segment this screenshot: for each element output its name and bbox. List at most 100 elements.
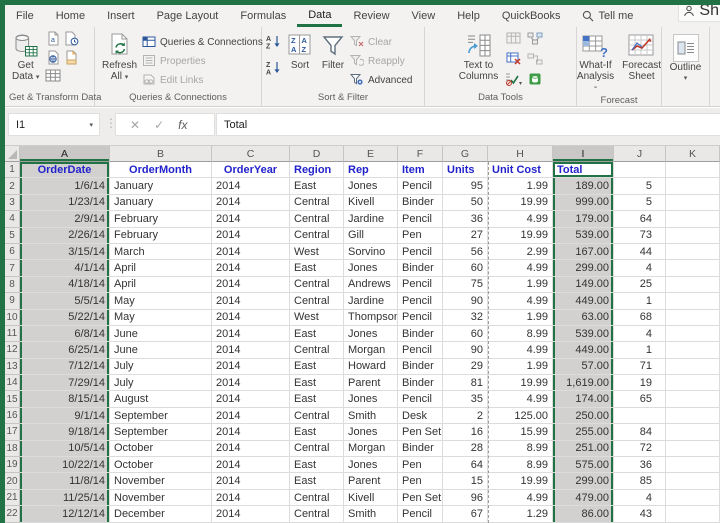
cell-G10[interactable]: 32 [443, 309, 488, 326]
cell-E14[interactable]: Parent [344, 375, 398, 392]
cell-I13[interactable]: 57.00 [553, 358, 614, 376]
cell-J3[interactable]: 5 [614, 194, 666, 212]
row-header-10[interactable]: 10 [5, 309, 20, 326]
select-all-corner[interactable] [5, 146, 20, 162]
cell-B18[interactable]: October [110, 440, 212, 458]
row-header-5[interactable]: 5 [5, 227, 20, 244]
cell-D17[interactable]: East [290, 424, 344, 441]
cell-F4[interactable]: Pencil [398, 211, 443, 228]
cell-H9[interactable]: 4.99 [488, 293, 553, 310]
tab-help[interactable]: Help [457, 10, 480, 22]
cell-G7[interactable]: 60 [443, 260, 488, 277]
cell-H17[interactable]: 15.99 [488, 424, 553, 441]
cell-B10[interactable]: May [110, 309, 212, 326]
cell-A10[interactable]: 5/22/14 [20, 309, 110, 326]
cell-D5[interactable]: Central [290, 227, 344, 244]
row-header-11[interactable]: 11 [5, 325, 20, 343]
cell-C8[interactable]: 2014 [212, 276, 290, 294]
tab-formulas[interactable]: Formulas [240, 10, 287, 22]
get-data-button[interactable]: Get Data ▾ [9, 31, 42, 84]
cell-A6[interactable]: 3/15/14 [20, 243, 110, 261]
cell-J18[interactable]: 72 [614, 440, 666, 458]
col-header-B[interactable]: B [110, 146, 212, 162]
cell-C18[interactable]: 2014 [212, 440, 290, 458]
tab-home[interactable]: Home [55, 10, 86, 22]
cell-H18[interactable]: 8.99 [488, 440, 553, 458]
cell-F7[interactable]: Binder [398, 260, 443, 277]
cell-B11[interactable]: June [110, 325, 212, 343]
properties-button[interactable]: Properties [142, 53, 263, 70]
cell-G18[interactable]: 28 [443, 440, 488, 458]
recent-sources-icon[interactable] [64, 31, 79, 51]
cell-E2[interactable]: Jones [344, 178, 398, 195]
cell-D10[interactable]: West [290, 309, 344, 326]
cell-G13[interactable]: 29 [443, 358, 488, 376]
cell-H8[interactable]: 1.99 [488, 276, 553, 294]
cell-B3[interactable]: January [110, 194, 212, 212]
cell-F13[interactable]: Binder [398, 358, 443, 376]
enter-icon[interactable]: ✓ [154, 117, 165, 132]
cell-I22[interactable]: 86.00 [553, 506, 614, 523]
cell-A2[interactable]: 1/6/14 [20, 178, 110, 195]
cell-A15[interactable]: 8/15/14 [20, 391, 110, 408]
cell-H2[interactable]: 1.99 [488, 178, 553, 195]
col-header-F[interactable]: F [398, 146, 443, 162]
cell-J1[interactable] [614, 162, 666, 179]
cell-B21[interactable]: November [110, 489, 212, 507]
cell-G20[interactable]: 15 [443, 473, 488, 490]
cell-E12[interactable]: Morgan [344, 342, 398, 359]
cell-K22[interactable] [666, 506, 720, 523]
col-header-A[interactable]: A [20, 146, 110, 162]
cell-G9[interactable]: 90 [443, 293, 488, 310]
cell-D4[interactable]: Central [290, 211, 344, 228]
flash-fill-icon[interactable] [506, 32, 522, 51]
cell-K20[interactable] [666, 473, 720, 490]
cell-K19[interactable] [666, 457, 720, 474]
cell-C7[interactable]: 2014 [212, 260, 290, 277]
cell-C21[interactable]: 2014 [212, 489, 290, 507]
cell-D16[interactable]: Central [290, 407, 344, 425]
cell-G11[interactable]: 60 [443, 325, 488, 343]
cell-E7[interactable]: Jones [344, 260, 398, 277]
cell-D11[interactable]: East [290, 325, 344, 343]
cell-I17[interactable]: 255.00 [553, 424, 614, 441]
cell-B4[interactable]: February [110, 211, 212, 228]
col-header-I[interactable]: I [553, 146, 614, 162]
insert-function-icon[interactable]: fx [178, 117, 188, 132]
cell-H6[interactable]: 2.99 [488, 243, 553, 261]
cell-E15[interactable]: Jones [344, 391, 398, 408]
consolidate-icon[interactable] [527, 32, 543, 51]
row-header-19[interactable]: 19 [5, 457, 20, 474]
cell-C9[interactable]: 2014 [212, 293, 290, 310]
cell-H10[interactable]: 1.99 [488, 309, 553, 326]
cell-J13[interactable]: 71 [614, 358, 666, 376]
col-header-C[interactable]: C [212, 146, 290, 162]
cell-H7[interactable]: 4.99 [488, 260, 553, 277]
cell-A22[interactable]: 12/12/14 [20, 506, 110, 523]
cell-E17[interactable]: Jones [344, 424, 398, 441]
row-header-22[interactable]: 22 [5, 506, 20, 523]
row-header-14[interactable]: 14 [5, 375, 20, 392]
cell-J10[interactable]: 68 [614, 309, 666, 326]
cell-G21[interactable]: 96 [443, 489, 488, 507]
tab-view[interactable]: View [411, 10, 436, 22]
cell-K17[interactable] [666, 424, 720, 441]
cell-D9[interactable]: Central [290, 293, 344, 310]
col-header-E[interactable]: E [344, 146, 398, 162]
cell-B19[interactable]: October [110, 457, 212, 474]
row-header-4[interactable]: 4 [5, 211, 20, 228]
cell-E18[interactable]: Morgan [344, 440, 398, 458]
col-header-K[interactable]: K [666, 146, 720, 162]
tab-review[interactable]: Review [353, 10, 390, 22]
cell-F16[interactable]: Desk [398, 407, 443, 425]
cell-D12[interactable]: Central [290, 342, 344, 359]
cell-A13[interactable]: 7/12/14 [20, 358, 110, 376]
cell-J15[interactable]: 65 [614, 391, 666, 408]
cell-E16[interactable]: Smith [344, 407, 398, 425]
cell-J8[interactable]: 25 [614, 276, 666, 294]
cell-G16[interactable]: 2 [443, 407, 488, 425]
cell-A12[interactable]: 6/25/14 [20, 342, 110, 359]
cell-B20[interactable]: November [110, 473, 212, 490]
cell-H12[interactable]: 4.99 [488, 342, 553, 359]
